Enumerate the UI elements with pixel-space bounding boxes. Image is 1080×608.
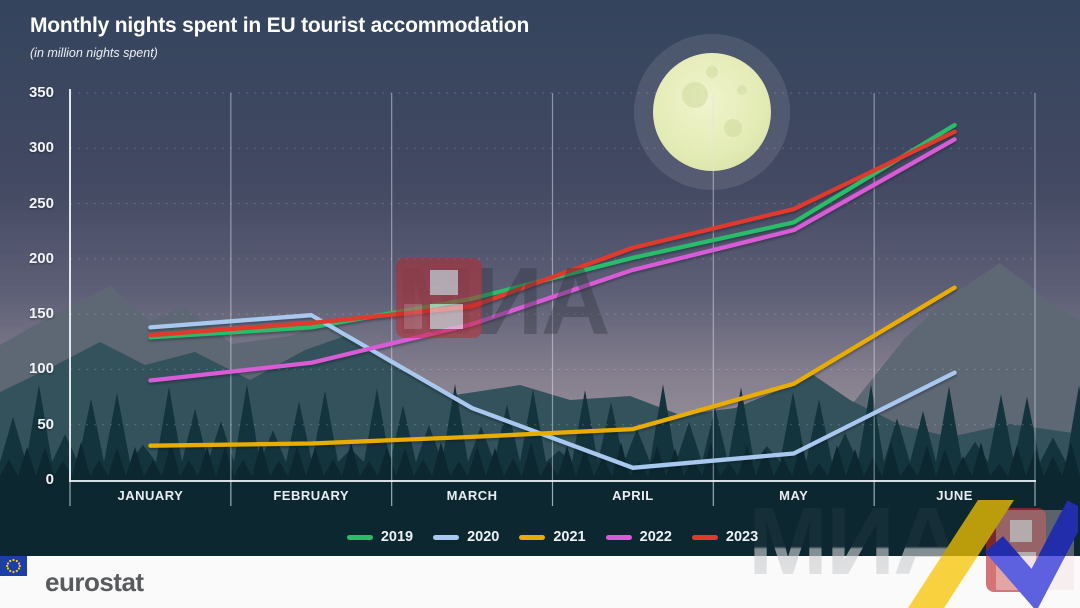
y-tick-label: 100 [28, 360, 54, 378]
series-line-2021 [148, 285, 957, 448]
eurostat-logo: eurostat [0, 556, 144, 598]
title-block: Monthly nights spent in EU tourist accom… [30, 14, 529, 60]
x-tick-label-march: MARCH [446, 488, 498, 503]
legend-item-2023: 2023 [691, 529, 759, 545]
moon [653, 53, 771, 171]
legend-item-2020: 2020 [433, 529, 499, 545]
y-tick-label: 50 [37, 415, 54, 433]
legend-label-2019: 2019 [380, 529, 414, 545]
x-tick-label-april: APRIL [612, 488, 654, 503]
legend: 2019 2020 2021 2022 2023 [70, 529, 1035, 545]
y-tick-label: 0 [45, 471, 54, 488]
x-tick-label-february: FEBRUARY [273, 488, 350, 503]
legend-label-2020: 2020 [467, 529, 500, 545]
footer-bar: eurostat [0, 556, 1080, 608]
moon-crater [737, 85, 747, 95]
series-line-2020 [148, 313, 957, 470]
legend-swatch-2019 [346, 534, 373, 540]
y-tick-label: 350 [28, 84, 54, 101]
chart-title: Monthly nights spent in EU tourist accom… [30, 14, 530, 37]
chart-subtitle: (in million nights spent) [30, 46, 158, 60]
legend-swatch-2023 [691, 534, 718, 540]
y-tick-label: 300 [28, 139, 54, 157]
legend-item-2019: 2019 [346, 529, 414, 545]
legend-swatch-2020 [433, 534, 460, 540]
legend-item-2022: 2022 [605, 529, 672, 545]
y-tick-label: 200 [28, 249, 54, 267]
x-tick-label-january: JANUARY [117, 488, 184, 503]
eurostat-wordmark: eurostat [45, 566, 144, 597]
moon-crater [706, 66, 718, 78]
legend-label-2022: 2022 [639, 529, 672, 545]
legend-swatch-2022 [605, 534, 632, 540]
x-tick-label-june: JUNE [936, 488, 973, 503]
y-tick-label: 150 [28, 305, 54, 323]
x-tick-label-may: MAY [779, 488, 809, 503]
eu-flag-icon [0, 556, 27, 576]
legend-label-2023: 2023 [725, 529, 759, 545]
legend-item-2021: 2021 [519, 529, 586, 545]
legend-label-2021: 2021 [553, 529, 586, 545]
series-lines [148, 122, 957, 470]
moon-crater [724, 119, 742, 137]
series-line-2023 [148, 129, 957, 338]
series-line-2022 [148, 137, 957, 383]
moon-crater [682, 82, 708, 108]
y-tick-label: 250 [28, 194, 54, 212]
legend-swatch-2021 [519, 534, 546, 540]
